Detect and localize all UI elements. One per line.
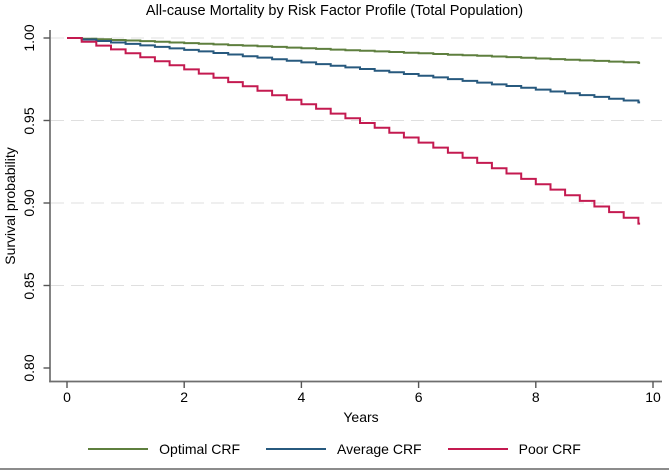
legend-line-swatch (88, 447, 149, 451)
legend-label: Poor CRF (518, 441, 581, 457)
legend-label: Optimal CRF (159, 441, 241, 457)
x-tick-label: 10 (645, 389, 661, 405)
x-tick-label: 8 (531, 389, 540, 405)
x-tick-label: 2 (180, 389, 189, 405)
x-axis-label: Years (343, 409, 379, 425)
legend-label: Average CRF (337, 441, 422, 457)
legend: Optimal CRF Average CRF Poor CRF (0, 441, 669, 457)
survival-curve-poor-crf (67, 37, 641, 225)
y-tick-label: 0.90 (21, 189, 37, 217)
legend-line-swatch (266, 447, 327, 451)
survival-curve-average-crf (67, 37, 641, 104)
x-tick-label: 4 (297, 389, 306, 405)
legend-entry: Average CRF (266, 441, 422, 457)
y-tick-label: 0.95 (21, 106, 37, 135)
x-tick-label: 0 (63, 389, 71, 405)
chart-title: All-cause Mortality by Risk Factor Profi… (145, 3, 524, 19)
y-tick-label: 0.80 (21, 354, 37, 382)
y-axis-label: Survival probability (2, 147, 18, 265)
y-tick-label: 0.85 (21, 271, 37, 300)
legend-entry: Optimal CRF (88, 441, 240, 457)
legend-entry: Poor CRF (447, 441, 581, 457)
legend-line-swatch (447, 447, 508, 451)
y-tick-label: 1.00 (21, 24, 37, 52)
survival-curve-optimal-crf (67, 37, 641, 64)
x-tick-label: 6 (414, 389, 423, 405)
